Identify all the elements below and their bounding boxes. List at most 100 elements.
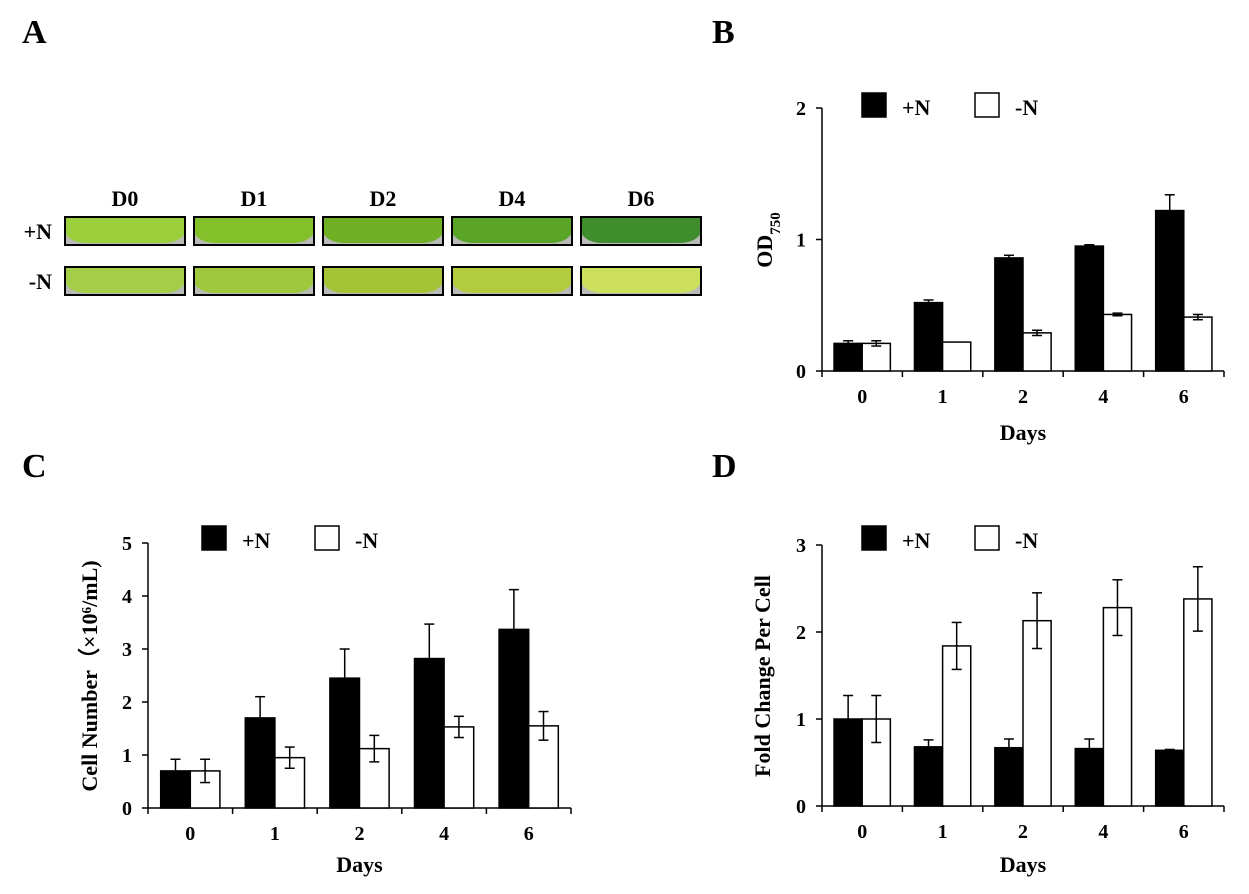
- x-axis-title: Days: [1000, 852, 1047, 877]
- x-tick-label: 0: [857, 821, 867, 843]
- legend-swatch-plus-n: [861, 525, 887, 551]
- bar-plus-n-day-0: [833, 342, 863, 372]
- bar-plus-n-day-0: [159, 770, 192, 809]
- culture-photo--N-D4: [452, 267, 572, 293]
- x-axis-title: Days: [1000, 420, 1047, 445]
- y-tick-label: 3: [122, 639, 132, 661]
- legend-label-minus-n: -N: [1015, 95, 1038, 120]
- legend-label-plus-n: +N: [902, 528, 931, 553]
- legend-label-minus-n: -N: [355, 528, 378, 553]
- y-tick-label: 5: [122, 533, 132, 555]
- culture-photo--N-D6: [581, 267, 701, 293]
- y-tick-label: 4: [122, 586, 132, 608]
- bar-plus-n-day-6: [1154, 209, 1185, 372]
- y-tick-label: 2: [796, 98, 806, 120]
- legend-label-plus-n: +N: [902, 95, 931, 120]
- culture-photo--N-D2: [323, 267, 443, 293]
- photo-tile-frame: [322, 216, 444, 246]
- y-tick-label: 2: [796, 622, 806, 644]
- bar-minus-n-day-2: [1022, 332, 1052, 372]
- x-tick-label: 4: [1098, 821, 1108, 843]
- x-tick-label: 2: [1018, 386, 1028, 408]
- culture-photo--N-D0: [65, 267, 185, 293]
- bar-plus-n-day-1: [913, 301, 944, 372]
- culture-photo-+N-D6: [581, 217, 701, 243]
- y-tick-label: 1: [796, 230, 806, 252]
- culture-photo--N-D1: [194, 267, 314, 293]
- y-axis-title: OD750: [752, 212, 784, 268]
- panel-letter-d: D: [712, 448, 737, 485]
- y-axis-title: Fold Change Per Cell: [750, 575, 775, 777]
- photo-column-label: D0: [112, 186, 139, 211]
- x-tick-label: 2: [355, 823, 365, 845]
- bar-minus-n-day-4: [1102, 606, 1133, 807]
- bar-plus-n-day-2: [994, 257, 1024, 372]
- y-axis-title: Cell Number（×10⁶/mL): [77, 560, 102, 791]
- legend-swatch-plus-n: [861, 92, 887, 118]
- x-tick-label: 4: [1098, 386, 1108, 408]
- photo-column-label: D1: [241, 186, 268, 211]
- y-tick-label: 3: [796, 535, 806, 557]
- culture-photo-+N-D0: [65, 217, 185, 243]
- y-tick-label: 1: [796, 709, 806, 731]
- photo-column-label: D6: [628, 186, 655, 211]
- legend-swatch-minus-n: [974, 525, 1000, 551]
- panel-letter-a: A: [22, 14, 47, 51]
- photo-column-label: D4: [499, 186, 526, 211]
- photo-row-label: -N: [29, 269, 52, 294]
- x-tick-label: 0: [857, 386, 867, 408]
- bar-minus-n-day-1: [274, 756, 306, 809]
- x-tick-label: 0: [185, 823, 195, 845]
- photo-tile-frame: [580, 216, 702, 246]
- x-tick-label: 6: [1179, 821, 1189, 843]
- bar-plus-n-day-6: [498, 628, 530, 809]
- legend-label-plus-n: +N: [242, 528, 271, 553]
- bar-plus-n-day-6: [1154, 749, 1185, 807]
- legend-label-minus-n: -N: [1015, 528, 1038, 553]
- photo-tile-frame: [580, 266, 702, 296]
- photo-tile-frame: [322, 266, 444, 296]
- panel-letter-c: C: [22, 448, 47, 485]
- panel-letter-b: B: [712, 14, 735, 51]
- photo-tile-frame: [451, 266, 573, 296]
- photo-tile-frame: [64, 216, 186, 246]
- bar-plus-n-day-1: [913, 746, 944, 807]
- y-tick-label: 1: [122, 745, 132, 767]
- x-tick-label: 4: [439, 823, 449, 845]
- y-tick-label: 2: [122, 692, 132, 714]
- bar-minus-n-day-2: [1022, 619, 1052, 807]
- bar-plus-n-day-4: [1074, 747, 1105, 807]
- bar-minus-n-day-0: [861, 342, 892, 372]
- legend-swatch-minus-n: [314, 525, 340, 551]
- y-tick-label: 0: [796, 796, 806, 818]
- bar-minus-n-day-4: [443, 726, 475, 809]
- culture-photo-+N-D1: [194, 217, 314, 243]
- x-tick-label: 6: [524, 823, 534, 845]
- culture-photo-+N-D2: [323, 217, 443, 243]
- y-tick-label: 0: [796, 361, 806, 383]
- bar-plus-n-day-2: [994, 746, 1024, 807]
- bar-minus-n-day-1: [941, 341, 972, 372]
- bar-minus-n-day-6: [1183, 316, 1213, 372]
- y-tick-label: 0: [122, 798, 132, 820]
- photo-tile-frame: [193, 216, 315, 246]
- x-tick-label: 1: [270, 823, 280, 845]
- photo-column-label: D2: [370, 186, 397, 211]
- x-tick-label: 1: [938, 386, 948, 408]
- legend-swatch-minus-n: [974, 92, 1000, 118]
- legend-swatch-plus-n: [201, 525, 227, 551]
- bar-plus-n-day-4: [413, 657, 445, 809]
- bar-plus-n-day-0: [833, 718, 863, 807]
- bar-minus-n-day-1: [941, 645, 972, 807]
- culture-photo-+N-D4: [452, 217, 572, 243]
- photo-tile-frame: [451, 216, 573, 246]
- photo-tile-frame: [64, 266, 186, 296]
- x-tick-label: 6: [1179, 386, 1189, 408]
- bar-minus-n-day-6: [1183, 598, 1213, 807]
- x-tick-label: 2: [1018, 821, 1028, 843]
- x-tick-label: 1: [938, 821, 948, 843]
